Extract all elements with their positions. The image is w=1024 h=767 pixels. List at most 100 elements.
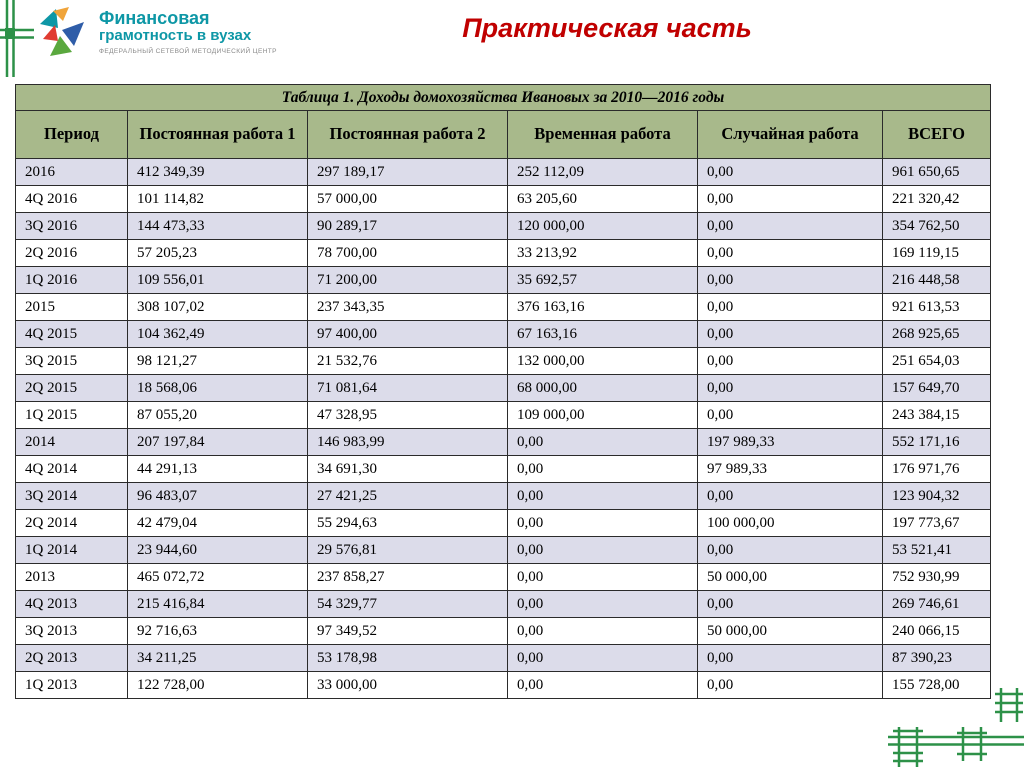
period-cell: 1Q 2016 bbox=[15, 266, 128, 294]
value-cell: 197 773,67 bbox=[881, 509, 992, 537]
value-cell: 0,00 bbox=[697, 671, 883, 699]
value-cell: 104 362,49 bbox=[127, 320, 308, 348]
value-cell: 123 904,32 bbox=[881, 482, 992, 510]
value-cell: 87 390,23 bbox=[881, 644, 992, 672]
logo-title-line1: Финансовая bbox=[99, 8, 210, 29]
value-cell: 101 114,82 bbox=[127, 185, 308, 213]
value-cell: 23 944,60 bbox=[127, 536, 308, 564]
value-cell: 155 728,00 bbox=[881, 671, 992, 699]
value-cell: 109 556,01 bbox=[127, 266, 308, 294]
period-cell: 2Q 2014 bbox=[15, 509, 128, 537]
value-cell: 71 200,00 bbox=[307, 266, 508, 294]
table-row: 1Q 2016 109 556,01 71 200,00 35 692,57 0,00 2… bbox=[15, 266, 992, 294]
value-cell: 33 000,00 bbox=[307, 671, 508, 699]
value-cell: 120 000,00 bbox=[507, 212, 698, 240]
table-row: 3Q 2013 92 716,63 97 349,52 0,00 50 000,00 24… bbox=[15, 617, 992, 645]
table-row: 3Q 2015 98 121,27 21 532,76 132 000,00 0,00 2… bbox=[15, 347, 992, 375]
value-cell: 0,00 bbox=[507, 644, 698, 672]
value-cell: 63 205,60 bbox=[507, 185, 698, 213]
period-cell: 1Q 2014 bbox=[15, 536, 128, 564]
value-cell: 169 119,15 bbox=[881, 239, 992, 267]
value-cell: 0,00 bbox=[697, 239, 883, 267]
value-cell: 961 650,65 bbox=[881, 158, 992, 186]
value-cell: 98 121,27 bbox=[127, 347, 308, 375]
value-cell: 0,00 bbox=[507, 509, 698, 537]
value-cell: 0,00 bbox=[697, 590, 883, 618]
period-cell: 3Q 2015 bbox=[15, 347, 128, 375]
value-cell: 54 329,77 bbox=[307, 590, 508, 618]
value-cell: 221 320,42 bbox=[881, 185, 992, 213]
value-cell: 0,00 bbox=[697, 293, 883, 321]
value-cell: 96 483,07 bbox=[127, 482, 308, 510]
value-cell: 0,00 bbox=[507, 590, 698, 618]
value-cell: 57 205,23 bbox=[127, 239, 308, 267]
value-cell: 44 291,13 bbox=[127, 455, 308, 483]
value-cell: 97 989,33 bbox=[697, 455, 883, 483]
value-cell: 34 691,30 bbox=[307, 455, 508, 483]
value-cell: 269 746,61 bbox=[881, 590, 992, 618]
value-cell: 0,00 bbox=[507, 482, 698, 510]
value-cell: 0,00 bbox=[697, 401, 883, 429]
period-cell: 2Q 2015 bbox=[15, 374, 128, 402]
table-row: 1Q 2015 87 055,20 47 328,95 109 000,00 0,00 2… bbox=[15, 401, 992, 429]
value-cell: 752 930,99 bbox=[881, 563, 992, 591]
value-cell: 0,00 bbox=[507, 617, 698, 645]
value-cell: 240 066,15 bbox=[881, 617, 992, 645]
column-header: ВСЕГО bbox=[881, 110, 992, 159]
table-row: 4Q 2016 101 114,82 57 000,00 63 205,60 0,00 2… bbox=[15, 185, 992, 213]
table-row: 4Q 2013 215 416,84 54 329,77 0,00 0,00 269 74… bbox=[15, 590, 992, 618]
value-cell: 21 532,76 bbox=[307, 347, 508, 375]
value-cell: 29 576,81 bbox=[307, 536, 508, 564]
table-row: 1Q 2014 23 944,60 29 576,81 0,00 0,00 53 521,… bbox=[15, 536, 992, 564]
value-cell: 237 343,35 bbox=[307, 293, 508, 321]
period-cell: 2Q 2013 bbox=[15, 644, 128, 672]
value-cell: 243 384,15 bbox=[881, 401, 992, 429]
value-cell: 55 294,63 bbox=[307, 509, 508, 537]
period-cell: 3Q 2013 bbox=[15, 617, 128, 645]
value-cell: 237 858,27 bbox=[307, 563, 508, 591]
period-cell: 1Q 2015 bbox=[15, 401, 128, 429]
value-cell: 68 000,00 bbox=[507, 374, 698, 402]
value-cell: 0,00 bbox=[697, 536, 883, 564]
value-cell: 146 983,99 bbox=[307, 428, 508, 456]
value-cell: 132 000,00 bbox=[507, 347, 698, 375]
value-cell: 0,00 bbox=[697, 347, 883, 375]
value-cell: 465 072,72 bbox=[127, 563, 308, 591]
value-cell: 0,00 bbox=[507, 563, 698, 591]
value-cell: 308 107,02 bbox=[127, 293, 308, 321]
value-cell: 78 700,00 bbox=[307, 239, 508, 267]
value-cell: 176 971,76 bbox=[881, 455, 992, 483]
value-cell: 251 654,03 bbox=[881, 347, 992, 375]
value-cell: 0,00 bbox=[697, 266, 883, 294]
value-cell: 0,00 bbox=[697, 320, 883, 348]
table-title: Таблица 1. Доходы домохозяйства Ивановых… bbox=[14, 84, 992, 111]
logo-title-line2: грамотность в вузах bbox=[99, 27, 252, 45]
table-row: 2Q 2016 57 205,23 78 700,00 33 213,92 0,00 16… bbox=[15, 239, 992, 267]
value-cell: 27 421,25 bbox=[307, 482, 508, 510]
value-cell: 33 213,92 bbox=[507, 239, 698, 267]
period-cell: 4Q 2014 bbox=[15, 455, 128, 483]
value-cell: 921 613,53 bbox=[881, 293, 992, 321]
value-cell: 90 289,17 bbox=[307, 212, 508, 240]
column-header: Период bbox=[15, 110, 128, 159]
value-cell: 0,00 bbox=[507, 671, 698, 699]
value-cell: 297 189,17 bbox=[307, 158, 508, 186]
period-cell: 1Q 2013 bbox=[15, 671, 128, 699]
value-cell: 71 081,64 bbox=[307, 374, 508, 402]
logo: Финансовая грамотность в вузах ФЕДЕРАЛЬН… bbox=[38, 7, 277, 57]
table-body: 2016 412 349,39 297 189,17 252 112,09 0,00 96… bbox=[15, 158, 992, 699]
value-cell: 50 000,00 bbox=[697, 617, 883, 645]
table-row: 1Q 2013 122 728,00 33 000,00 0,00 0,00 155 72… bbox=[15, 671, 992, 699]
value-cell: 216 448,58 bbox=[881, 266, 992, 294]
income-table: Таблица 1. Доходы домохозяйства Ивановых… bbox=[14, 84, 992, 699]
value-cell: 34 211,25 bbox=[127, 644, 308, 672]
column-header: Постоянная работа 1 bbox=[127, 110, 308, 159]
value-cell: 0,00 bbox=[697, 374, 883, 402]
value-cell: 57 000,00 bbox=[307, 185, 508, 213]
table-row: 2Q 2014 42 479,04 55 294,63 0,00 100 000,00 1… bbox=[15, 509, 992, 537]
period-cell: 2016 bbox=[15, 158, 128, 186]
column-header: Постоянная работа 2 bbox=[307, 110, 508, 159]
value-cell: 53 178,98 bbox=[307, 644, 508, 672]
value-cell: 0,00 bbox=[697, 482, 883, 510]
value-cell: 92 716,63 bbox=[127, 617, 308, 645]
